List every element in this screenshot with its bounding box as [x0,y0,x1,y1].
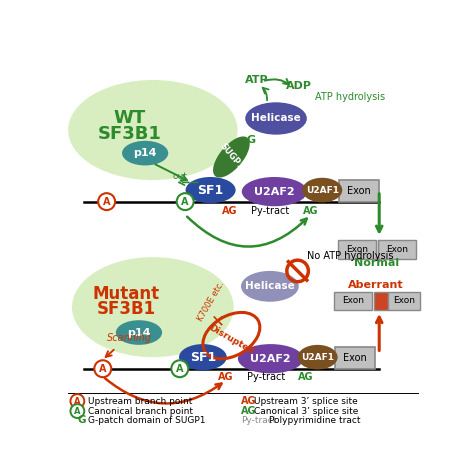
Ellipse shape [241,271,299,302]
Ellipse shape [179,344,227,370]
Circle shape [171,360,188,377]
Text: SUGP1: SUGP1 [218,142,245,172]
Ellipse shape [116,320,162,345]
Text: U2AF1: U2AF1 [306,186,339,195]
Text: Exon: Exon [344,353,367,363]
Text: AG: AG [241,396,257,406]
FancyBboxPatch shape [378,240,416,259]
Text: U2AF2: U2AF2 [250,354,291,364]
Text: p14: p14 [127,328,151,337]
Text: G: G [247,135,256,145]
FancyBboxPatch shape [337,240,376,259]
Text: A: A [182,197,189,207]
FancyBboxPatch shape [334,292,372,310]
Ellipse shape [185,177,236,203]
Text: ATP hydrolysis: ATP hydrolysis [315,92,385,102]
Text: SF1: SF1 [190,351,216,364]
Text: Exon: Exon [386,245,408,254]
Text: AG: AG [298,372,313,382]
Text: A: A [176,364,183,374]
Ellipse shape [238,344,303,374]
Ellipse shape [68,80,237,180]
Text: Scanning: Scanning [107,333,152,343]
FancyBboxPatch shape [339,180,379,201]
Circle shape [98,193,115,210]
Text: AG: AG [241,406,257,416]
Ellipse shape [122,141,168,165]
Text: Py-tract: Py-tract [251,206,289,216]
Circle shape [94,360,111,377]
Text: AG: AG [218,372,234,382]
Text: G-patch domain of SUGP1: G-patch domain of SUGP1 [88,416,206,425]
Text: Canonical 3’ splice site: Canonical 3’ splice site [255,407,359,416]
Text: AG: AG [303,206,319,216]
Text: ✕: ✕ [211,312,225,330]
Text: Normal: Normal [354,258,399,268]
Text: A: A [74,397,81,406]
Text: Helicase: Helicase [251,113,301,124]
Text: U2AF2: U2AF2 [254,187,295,197]
Text: U2AF1: U2AF1 [301,353,334,362]
Ellipse shape [302,178,342,202]
FancyBboxPatch shape [374,292,388,310]
Text: AG: AG [222,206,237,216]
Text: Canonical branch point: Canonical branch point [88,407,193,416]
Circle shape [177,193,194,210]
Text: Disrupted: Disrupted [207,323,255,356]
Circle shape [71,404,84,418]
Text: Exon: Exon [393,296,415,305]
Text: G: G [77,415,86,425]
Text: p14: p14 [133,148,157,158]
Text: Upstream 3’ splice site: Upstream 3’ splice site [255,397,358,406]
Text: Aberrant: Aberrant [348,280,404,290]
FancyBboxPatch shape [335,347,375,369]
Text: ATP: ATP [245,75,269,85]
Text: A: A [99,364,107,374]
Text: Upstream branch point: Upstream branch point [88,397,192,406]
Text: Polypyrimidine tract: Polypyrimidine tract [269,416,361,425]
Text: K700E etc.: K700E etc. [195,280,226,323]
Text: out: out [173,172,187,181]
Ellipse shape [213,137,250,178]
Text: Helicase: Helicase [245,282,295,292]
Text: Exon: Exon [342,296,364,305]
Text: A: A [103,197,110,207]
Text: Py-tract: Py-tract [247,372,285,382]
Ellipse shape [242,177,307,206]
Ellipse shape [298,345,337,370]
Ellipse shape [245,102,307,135]
Text: SF3B1: SF3B1 [96,301,155,319]
Ellipse shape [72,257,234,357]
Text: WT: WT [114,109,146,128]
Text: SF3B1: SF3B1 [98,125,162,143]
Text: No ATP hydrolysis: No ATP hydrolysis [307,251,393,261]
Text: Py-tract: Py-tract [241,416,277,425]
Text: ADP: ADP [286,81,312,91]
Text: Mutant: Mutant [92,285,159,303]
Circle shape [71,394,84,408]
Text: A: A [74,407,81,416]
Text: Exon: Exon [347,186,371,196]
Text: SF1: SF1 [198,183,224,197]
FancyBboxPatch shape [388,292,420,310]
Text: Exon: Exon [346,245,368,254]
